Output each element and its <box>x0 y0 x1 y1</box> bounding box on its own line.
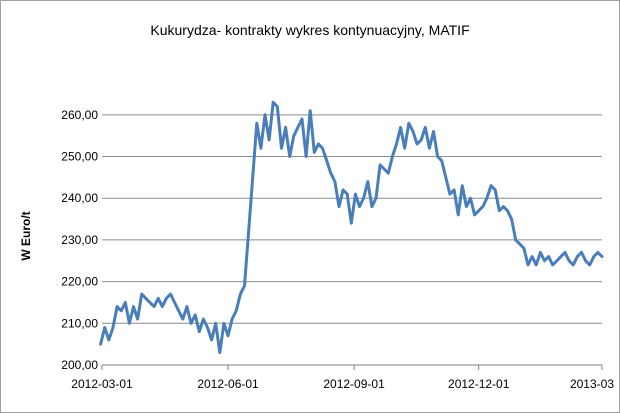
x-tick-label: 2012-03-01 <box>71 377 133 391</box>
x-tick-label: 2012-12-01 <box>448 377 510 391</box>
y-tick-label: 220,00 <box>61 275 98 289</box>
y-tick-label: 260,00 <box>61 108 98 122</box>
x-tick-label: 2013-03 <box>570 377 614 391</box>
chart-title: Kukurydza- kontrakty wykres kontynuacyjn… <box>150 22 470 38</box>
y-tick-label: 250,00 <box>61 150 98 164</box>
y-tick-label: 240,00 <box>61 191 98 205</box>
x-tick-label: 2012-09-01 <box>323 377 385 391</box>
y-tick-label: 230,00 <box>61 233 98 247</box>
grid-lines <box>102 114 602 324</box>
y-tick-label: 200,00 <box>61 358 98 372</box>
series-line <box>99 100 604 354</box>
y-tick-label: 210,00 <box>61 316 98 330</box>
x-axis-ticks: 2012-03-01 2012-06-01 2012-09-01 2012-12-01… <box>71 365 614 391</box>
y-axis-ticks: 200,00 210,00 220,00 230,00 240,00 250,00 260,… <box>61 108 98 372</box>
y-axis-label: W Euro/t <box>19 211 33 260</box>
x-tick-label: 2012-06-01 <box>197 377 259 391</box>
